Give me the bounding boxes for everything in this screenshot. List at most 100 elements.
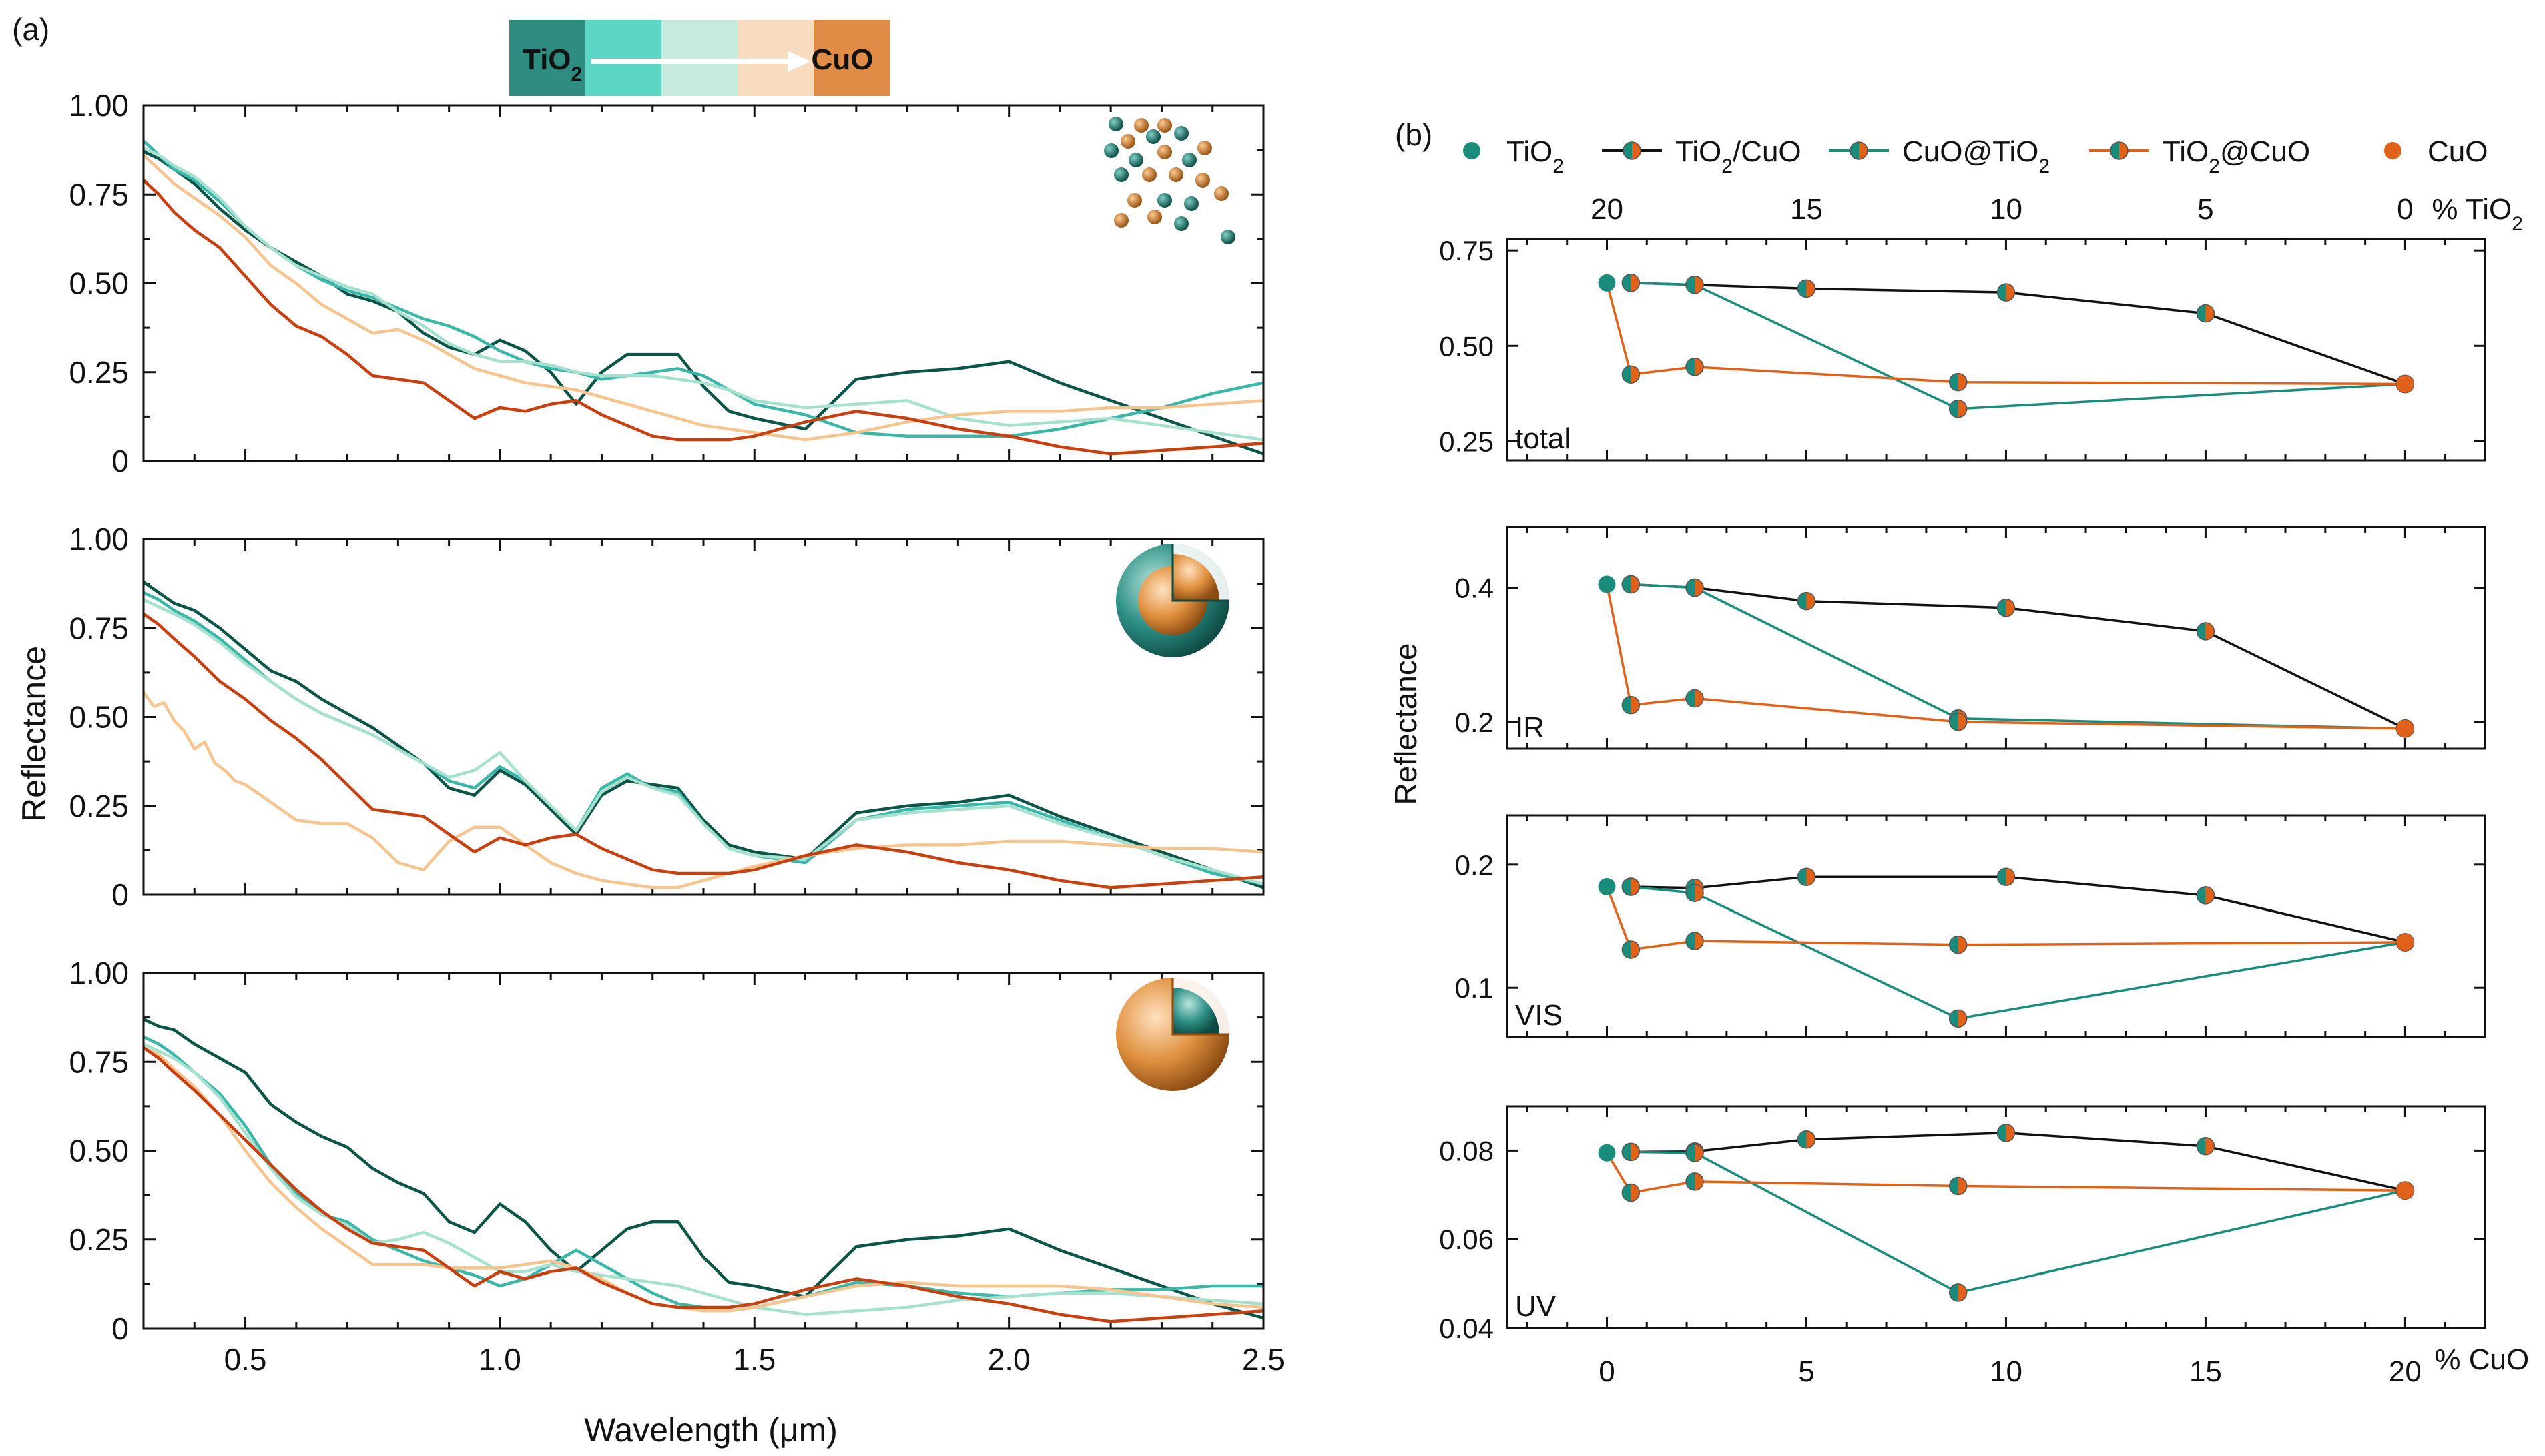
data-point-tio2-cuo xyxy=(1948,713,1968,731)
tio2-particle xyxy=(1174,126,1189,141)
marker-left-half xyxy=(2197,1137,2206,1155)
bottom-axis-label: % CuO xyxy=(2434,1343,2529,1376)
data-point-cuo-tio2 xyxy=(1948,1283,1968,1302)
tio2-particle xyxy=(1114,167,1129,182)
legend-label: TiO2/CuO xyxy=(1675,135,1801,177)
plot-frame xyxy=(1506,814,2486,1038)
marker-outline xyxy=(1797,591,1816,611)
marker-left-half xyxy=(2110,142,2119,159)
cuo-particle xyxy=(1114,213,1129,228)
series-line-cuo-tio2 xyxy=(1631,1150,2406,1294)
tio2-particle xyxy=(1129,153,1143,167)
series-line-cuo-tio2 xyxy=(1631,885,2406,1020)
subplot-label: total xyxy=(1515,422,1571,455)
marker-left-half xyxy=(1797,1130,1807,1148)
data-point-tio2-cuo xyxy=(1621,940,1641,959)
marker-outline xyxy=(2196,622,2215,641)
tio2-particle xyxy=(1146,129,1161,144)
data-point-cuo-tio2 xyxy=(1948,399,1968,418)
marker-outline xyxy=(1996,867,2016,886)
data-point-tio2-cuo xyxy=(1797,279,1816,298)
panel-a-ylabel: Reflectance xyxy=(15,646,53,822)
cuo-particle xyxy=(1169,167,1183,182)
marker-left-half xyxy=(1797,280,1807,298)
data-point-tio2-cuo xyxy=(1685,932,1704,950)
plot-frame xyxy=(1506,526,2486,750)
marker-outline xyxy=(1685,689,1704,708)
data-point-cuo-tio2 xyxy=(1685,275,1704,294)
y-tick-label: 0.2 xyxy=(1455,849,1494,881)
marker-left-half xyxy=(1622,877,1631,895)
series-line-75-tio2 xyxy=(143,1035,1263,1313)
data-point-cuo-tio2 xyxy=(1685,883,1704,902)
series-line-cuo xyxy=(142,613,1264,889)
series-line-75-tio2 xyxy=(142,139,1264,438)
subplot-uv: 0.04 0.06 0.08 UV xyxy=(1439,1105,2486,1344)
bottom-axis-cuo: 0 5 10 15 20 % CuO xyxy=(1599,1343,2529,1388)
marker-left-half xyxy=(1850,142,1859,159)
y-tick-label: 0 xyxy=(111,877,129,912)
marker-outline xyxy=(1948,935,1968,954)
top-tick-label: 15 xyxy=(1790,193,1823,226)
series-line-50-tio2 xyxy=(143,146,1264,442)
marker-outline xyxy=(1621,940,1641,959)
data-point-tio2-cuo xyxy=(1685,358,1704,376)
top-axis-label: % TiO2 xyxy=(2432,193,2522,235)
marker-left-half xyxy=(1949,713,1958,731)
cuo-particle xyxy=(1157,118,1172,133)
marker-left-half xyxy=(1622,366,1631,384)
y-tick-label: 0.50 xyxy=(69,1134,129,1168)
panel-a-label: (a) xyxy=(12,12,49,47)
data-point-tio2-cuo xyxy=(1797,591,1816,611)
tio2-particle xyxy=(1109,117,1123,131)
data-point-tio2-cuo xyxy=(1621,1183,1641,1202)
tio2-particle xyxy=(1184,196,1199,211)
y-tick-label: 1.00 xyxy=(69,522,129,557)
data-point-tio2 xyxy=(1598,877,1616,895)
series-line-tio2-cuo xyxy=(1605,886,2406,951)
y-tick-label: 0.50 xyxy=(1439,330,1494,362)
top-axis-tio2: 20 15 10 5 0 % TiO2 xyxy=(1591,193,2523,235)
data-point-cuo-tio2 xyxy=(1621,575,1641,594)
marker-outline xyxy=(2110,141,2129,160)
y-tick-label: 0.50 xyxy=(69,266,129,301)
data-point-cuo xyxy=(2396,1182,2414,1200)
top-tick-label: 0 xyxy=(2397,193,2413,226)
data-point-tio2-cuo xyxy=(1948,935,1968,954)
legend-marker xyxy=(1850,141,1868,160)
y-tick-label: 0.25 xyxy=(1439,426,1494,457)
marker-outline xyxy=(1621,877,1641,896)
marker-outline xyxy=(1621,365,1641,384)
cuo-particle xyxy=(1214,186,1229,201)
legend-label: TiO2 xyxy=(1506,135,1564,177)
marker-left-half xyxy=(1797,592,1807,610)
panel-a-cuo-at-tio2: 0 0.25 0.50 0.75 1.00 xyxy=(69,522,1265,912)
core-shell-tio2-at-cuo-icon xyxy=(1116,978,1229,1091)
panel-b-subplots: 0.250.500.75total0.20.4IR0.10.2VIS0.040.… xyxy=(1439,235,2486,1344)
marker-left-half xyxy=(1686,276,1695,294)
data-point-tio2-cuo xyxy=(1797,867,1816,886)
data-point-tio2-cuo xyxy=(2196,1137,2215,1156)
marker-outline xyxy=(1996,1124,2016,1142)
marker-left-half xyxy=(1622,1184,1631,1202)
top-tick-label: 20 xyxy=(1591,193,1623,226)
data-point-tio2-cuo xyxy=(1996,1124,2016,1142)
marker-outline xyxy=(1850,141,1868,160)
panel-a-xlabel: Wavelength (μm) xyxy=(584,1411,838,1449)
series-line-25-tio2 xyxy=(142,153,1264,442)
data-point-tio2-cuo xyxy=(1996,283,2016,302)
series-line-tio2-cuo xyxy=(1605,1152,2406,1194)
tio2-particle xyxy=(1157,193,1172,208)
cuo-particle xyxy=(1197,141,1212,155)
y-tick-label: 0.4 xyxy=(1455,573,1494,604)
gradient-segment xyxy=(814,20,890,96)
y-tick-label: 1.00 xyxy=(69,956,129,990)
plot-frame xyxy=(142,972,1265,1330)
data-point-tio2-cuo xyxy=(1948,372,1968,392)
marker-outline xyxy=(2196,886,2215,905)
legend: TiO2 TiO2/CuO CuO@TiO2 TiO2@CuO CuO xyxy=(1463,135,2488,177)
bottom-tick-label: 15 xyxy=(2189,1355,2222,1388)
plot-frame xyxy=(142,538,1265,896)
marker-outline xyxy=(1797,279,1816,298)
bottom-tick-label: 20 xyxy=(2389,1355,2422,1388)
